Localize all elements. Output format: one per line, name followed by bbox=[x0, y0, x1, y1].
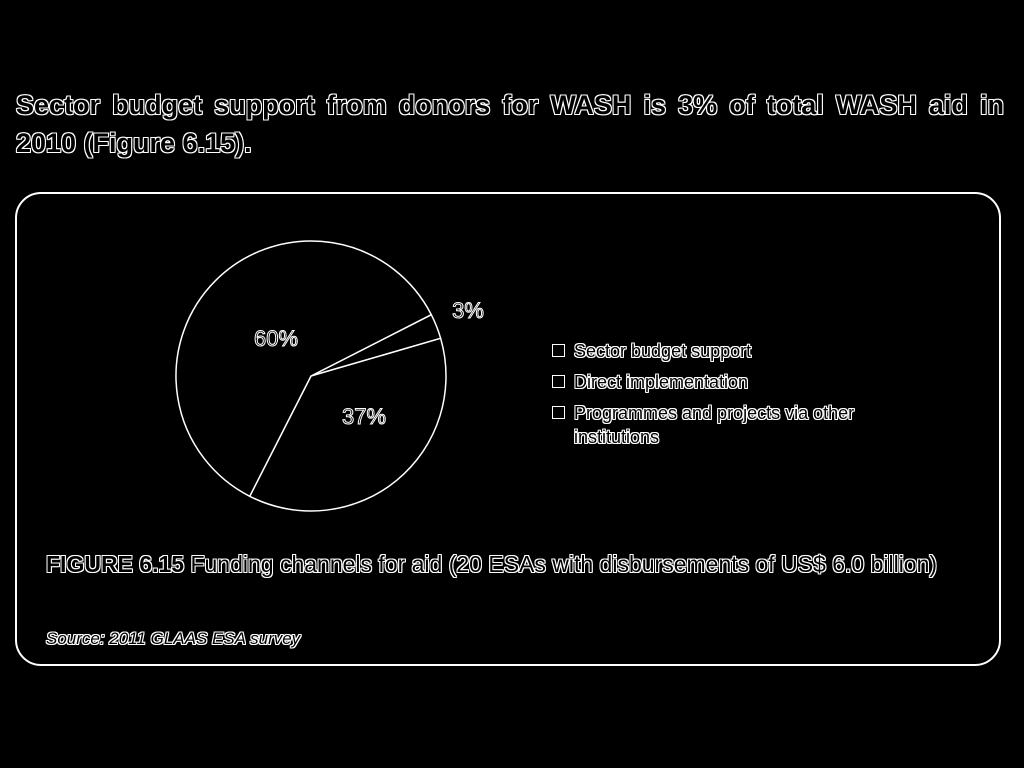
legend: Sector budget support Direct implementat… bbox=[552, 339, 872, 456]
legend-label: Direct implementation bbox=[574, 372, 749, 392]
legend-label: Sector budget support bbox=[574, 341, 752, 361]
figure-label: FIGURE 6.15 bbox=[46, 551, 185, 577]
legend-swatch bbox=[552, 406, 565, 419]
figure-title: Funding channels for aid (20 ESAs with d… bbox=[190, 551, 938, 577]
figure-panel bbox=[15, 192, 1001, 666]
legend-item-sector-budget-support: Sector budget support bbox=[552, 339, 872, 363]
legend-item-direct-implementation: Direct implementation bbox=[552, 370, 872, 394]
legend-label: Programmes and projects via other instit… bbox=[574, 403, 855, 447]
legend-swatch bbox=[552, 344, 565, 357]
figure-caption: FIGURE 6.15 Funding channels for aid (20… bbox=[46, 548, 946, 580]
legend-item-programmes-and-projects: Programmes and projects via other instit… bbox=[552, 401, 872, 449]
figure-source: Source: 2011 GLAAS ESA survey bbox=[46, 629, 301, 648]
legend-swatch bbox=[552, 375, 565, 388]
headline: Sector budget support from donors for WA… bbox=[16, 90, 1004, 158]
